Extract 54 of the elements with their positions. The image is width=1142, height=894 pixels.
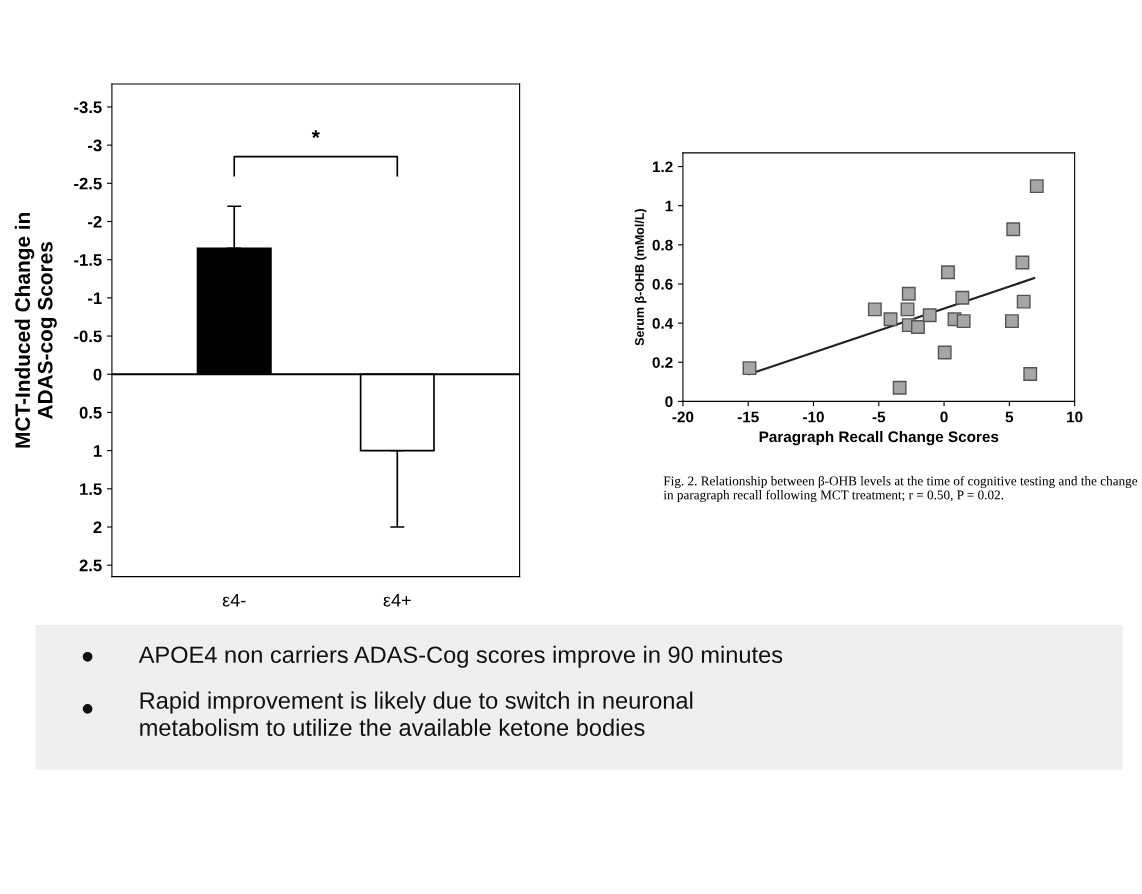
y-tick-label: -2 xyxy=(88,215,102,228)
x-axis-title: Paragraph Recall Change Scores xyxy=(759,430,999,446)
point xyxy=(883,312,898,327)
x-tick-label: 5 xyxy=(1005,411,1014,423)
annotation: * xyxy=(311,130,320,139)
point xyxy=(922,308,937,323)
y-tick-label: 2.5 xyxy=(79,559,102,572)
x-tick-label: ε4- xyxy=(222,593,246,607)
x-tick-label: ε4+ xyxy=(383,593,411,607)
point xyxy=(742,361,757,376)
y-tick-label: -0.5 xyxy=(74,330,102,343)
y-tick-label: -1 xyxy=(88,292,102,304)
x-tick-label: -15 xyxy=(737,411,759,423)
point xyxy=(937,345,952,360)
point xyxy=(901,286,916,301)
x-tick-label: -20 xyxy=(672,411,694,423)
text: APOE4 non carriers ADAS-Cog scores improve in 90 minutes xyxy=(138,645,783,668)
y-tick-label: 1 xyxy=(665,200,673,212)
point xyxy=(955,290,970,305)
point xyxy=(1029,179,1044,194)
point xyxy=(956,314,971,329)
y-tick-label: 0 xyxy=(665,396,673,408)
y-tick-label: 0.6 xyxy=(652,278,673,290)
point xyxy=(1015,255,1030,270)
y-tick-label: -2.5 xyxy=(74,177,102,190)
x-tick-label: 10 xyxy=(1067,411,1083,423)
x-tick-label: 0 xyxy=(940,411,948,423)
y-axis-title: Serum β-OHB (mMol/L) xyxy=(634,209,647,346)
point xyxy=(1023,367,1038,381)
point xyxy=(1006,222,1021,237)
y-tick-label: -1.5 xyxy=(74,254,102,266)
y-tick-label: -3.5 xyxy=(74,101,102,114)
point xyxy=(941,265,955,280)
y-tick-label: 1 xyxy=(93,445,102,457)
point xyxy=(900,302,915,317)
caption: Fig. 2. Relationship between β-OHB levels at the time of cognitive testing and the change in paragraph recall following MCT treatment; r = 0.50, P = 0.02. xyxy=(663,475,1138,503)
y-axis-title: MCT-Induced Change in ADAS-cog Scores xyxy=(14,212,57,448)
point xyxy=(1005,314,1019,329)
point xyxy=(910,320,925,334)
y-tick-label: 2 xyxy=(93,521,102,534)
y-tick-label: 0.2 xyxy=(652,357,673,368)
y-tick-label: 0.5 xyxy=(79,406,102,419)
y-tick-label: 1.2 xyxy=(652,161,673,173)
y-tick-label: -3 xyxy=(88,139,102,152)
x-tick-label: -5 xyxy=(872,411,886,423)
x-tick-label: -10 xyxy=(803,411,824,423)
text: Rapid improvement is likely due to switch in neuronal metabolism to utilize the available ketone bodies xyxy=(140,691,693,737)
point xyxy=(1016,294,1031,309)
point xyxy=(892,380,907,395)
y-tick-label: 0.8 xyxy=(652,239,673,251)
y-tick-label: 0 xyxy=(93,368,102,381)
y-tick-label: 1.5 xyxy=(80,483,102,496)
y-tick-label: 0.4 xyxy=(652,318,674,329)
point xyxy=(867,302,882,317)
